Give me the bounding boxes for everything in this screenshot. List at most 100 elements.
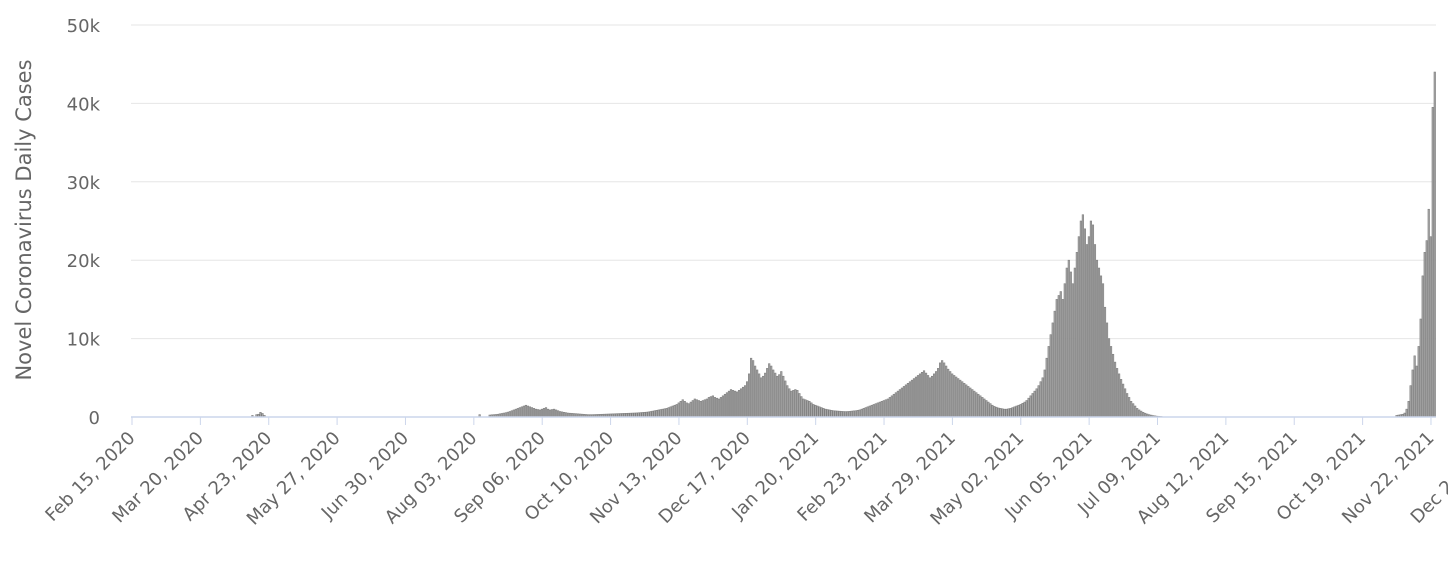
bar[interactable] xyxy=(1118,373,1121,418)
bar[interactable] xyxy=(1087,236,1091,418)
bar[interactable] xyxy=(1079,220,1082,418)
bar[interactable] xyxy=(916,375,920,418)
bar[interactable] xyxy=(526,405,529,418)
bar[interactable] xyxy=(770,365,773,418)
bar[interactable] xyxy=(1115,368,1119,418)
bar[interactable] xyxy=(776,375,779,418)
bar[interactable] xyxy=(743,385,747,418)
bar[interactable] xyxy=(876,402,879,418)
bar[interactable] xyxy=(1085,244,1088,418)
bar[interactable] xyxy=(922,370,926,418)
bar[interactable] xyxy=(1037,385,1040,418)
bar[interactable] xyxy=(766,368,769,418)
bar[interactable] xyxy=(914,376,918,418)
bar[interactable] xyxy=(1059,291,1062,418)
bar[interactable] xyxy=(828,409,831,418)
bar[interactable] xyxy=(850,410,853,418)
bar[interactable] xyxy=(665,408,668,418)
bar[interactable] xyxy=(796,390,799,418)
bar[interactable] xyxy=(864,407,867,418)
bar[interactable] xyxy=(963,382,966,418)
bar[interactable] xyxy=(1089,220,1093,418)
bar[interactable] xyxy=(1057,295,1060,418)
bar[interactable] xyxy=(735,391,739,418)
bar[interactable] xyxy=(892,393,895,418)
bar[interactable] xyxy=(886,398,889,418)
bar[interactable] xyxy=(1017,404,1020,418)
bar[interactable] xyxy=(1421,275,1424,418)
bar[interactable] xyxy=(693,398,696,418)
bar[interactable] xyxy=(649,411,652,418)
bar[interactable] xyxy=(663,408,666,418)
bar[interactable] xyxy=(508,411,511,418)
bar[interactable] xyxy=(890,395,893,418)
bar[interactable] xyxy=(830,410,833,418)
bar[interactable] xyxy=(721,395,725,418)
bar[interactable] xyxy=(1083,228,1086,418)
bar[interactable] xyxy=(1061,299,1064,418)
bar[interactable] xyxy=(1023,401,1026,418)
bar[interactable] xyxy=(661,408,664,418)
bar[interactable] xyxy=(659,409,662,418)
bar[interactable] xyxy=(699,401,702,418)
bar[interactable] xyxy=(709,396,712,418)
bar[interactable] xyxy=(959,379,962,418)
bar[interactable] xyxy=(532,408,536,418)
bar[interactable] xyxy=(510,410,513,418)
bar[interactable] xyxy=(836,410,839,418)
bar[interactable] xyxy=(1025,400,1028,418)
bar[interactable] xyxy=(906,382,910,418)
bar[interactable] xyxy=(969,387,972,418)
bar[interactable] xyxy=(671,405,674,418)
bar[interactable] xyxy=(1049,334,1052,418)
bar[interactable] xyxy=(1113,361,1117,418)
bar[interactable] xyxy=(691,400,694,418)
bar[interactable] xyxy=(552,408,556,418)
bar[interactable] xyxy=(987,401,990,418)
bar[interactable] xyxy=(667,407,670,418)
bar[interactable] xyxy=(993,406,996,418)
bar[interactable] xyxy=(703,399,706,418)
bar[interactable] xyxy=(548,409,552,418)
bar[interactable] xyxy=(1073,267,1076,418)
bar[interactable] xyxy=(991,404,994,418)
bar[interactable] xyxy=(844,411,847,418)
bar[interactable] xyxy=(1429,236,1432,418)
bar[interactable] xyxy=(707,397,710,418)
bar[interactable] xyxy=(540,408,544,418)
bar[interactable] xyxy=(838,410,841,418)
bar[interactable] xyxy=(870,404,873,418)
bar[interactable] xyxy=(999,408,1002,418)
bar[interactable] xyxy=(935,371,938,418)
bar[interactable] xyxy=(685,402,688,418)
bar[interactable] xyxy=(1431,107,1434,418)
bar[interactable] xyxy=(930,375,934,418)
bar[interactable] xyxy=(971,389,974,418)
bar[interactable] xyxy=(985,400,988,418)
bar[interactable] xyxy=(792,390,795,418)
bar[interactable] xyxy=(756,369,759,418)
bar[interactable] xyxy=(556,410,560,418)
bar[interactable] xyxy=(657,409,660,418)
bar[interactable] xyxy=(812,404,815,418)
bar[interactable] xyxy=(697,400,700,418)
bar[interactable] xyxy=(737,390,741,418)
bar[interactable] xyxy=(745,381,749,418)
bar[interactable] xyxy=(705,398,708,418)
bar[interactable] xyxy=(900,387,904,418)
bar[interactable] xyxy=(880,401,883,418)
bar[interactable] xyxy=(546,408,550,418)
bar[interactable] xyxy=(772,369,775,418)
bar[interactable] xyxy=(1423,252,1426,418)
bar[interactable] xyxy=(896,390,899,418)
bar[interactable] xyxy=(943,362,946,418)
bar[interactable] xyxy=(1415,365,1418,418)
bar[interactable] xyxy=(1063,283,1066,418)
bar[interactable] xyxy=(550,409,554,418)
bar[interactable] xyxy=(808,401,811,418)
bar[interactable] xyxy=(904,384,908,418)
bar[interactable] xyxy=(534,408,538,418)
bar[interactable] xyxy=(912,378,916,418)
bar[interactable] xyxy=(973,390,976,418)
bar[interactable] xyxy=(729,389,733,418)
